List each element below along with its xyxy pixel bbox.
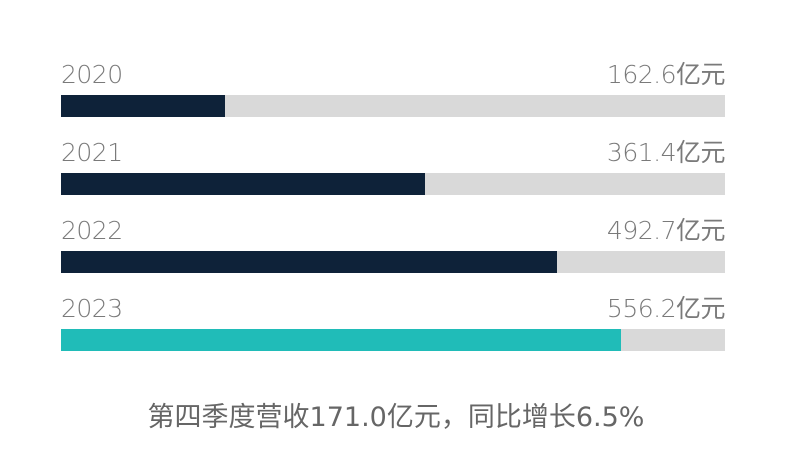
- bar-row-2020: 2020 162.6亿元: [61, 60, 726, 140]
- bar-row-2023: 2023 556.2亿元: [61, 294, 726, 374]
- bar-track: [61, 173, 725, 195]
- bar-2020: [61, 95, 225, 117]
- bar-row-2022: 2022 492.7亿元: [61, 216, 726, 296]
- bar-row-2021: 2021 361.4亿元: [61, 138, 726, 218]
- bar-track: [61, 95, 725, 117]
- category-label: 2020: [61, 60, 123, 89]
- value-label: 361.4亿元: [606, 138, 726, 167]
- bar-2022: [61, 251, 557, 273]
- category-label: 2023: [61, 294, 123, 323]
- bar-track: [61, 251, 725, 273]
- chart-caption: 第四季度营收171.0亿元，同比增长6.5%: [147, 402, 645, 433]
- value-label: 556.2亿元: [606, 294, 726, 323]
- bar-2021: [61, 173, 425, 195]
- value-label: 492.7亿元: [606, 216, 726, 245]
- category-label: 2021: [61, 138, 123, 167]
- value-label: 162.6亿元: [606, 60, 726, 89]
- bar-2023: [61, 329, 621, 351]
- category-label: 2022: [61, 216, 123, 245]
- bar-track: [61, 329, 725, 351]
